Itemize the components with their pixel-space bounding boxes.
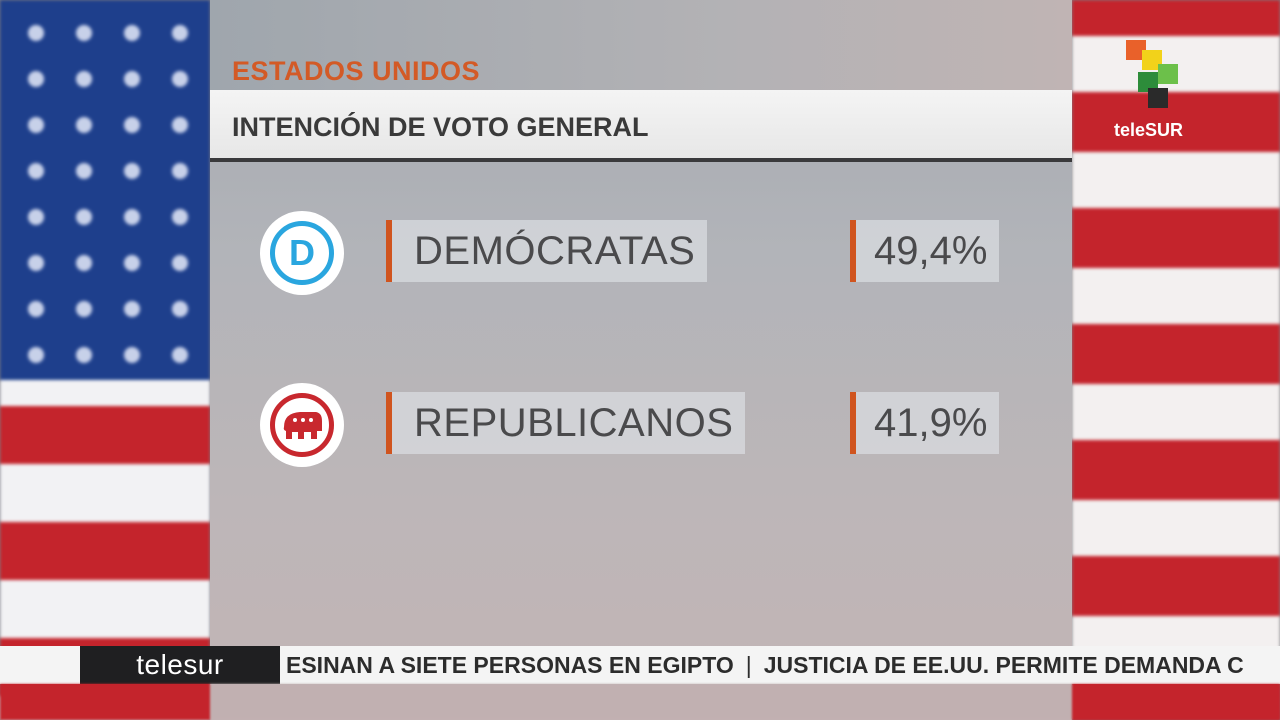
ticker-headline-2: JUSTICIA DE EE.UU. PERMITE DEMANDA C — [763, 652, 1244, 678]
elephant-icon — [283, 412, 322, 439]
flag-canton-stars — [0, 0, 210, 380]
title-bar: INTENCIÓN DE VOTO GENERAL — [210, 90, 1072, 162]
us-flag-left-background — [0, 0, 210, 720]
party-value-republicans: 41,9% — [850, 392, 1000, 454]
democrat-d-icon: D — [270, 221, 334, 285]
bottom-flag-strip — [0, 684, 1280, 720]
party-value-democrats: 49,4% — [850, 220, 1000, 282]
party-name-republicans: REPUBLICANOS — [386, 392, 746, 454]
country-label: ESTADOS UNIDOS — [232, 56, 481, 86]
party-row-republicans: REPUBLICANOS 41,9% — [210, 380, 1072, 470]
telesur-logo-text: teleSUR — [1114, 120, 1184, 140]
republican-logo-icon — [260, 383, 344, 467]
republican-elephant-icon — [270, 393, 334, 457]
poll-panel: ESTADOS UNIDOS INTENCIÓN DE VOTO GENERAL… — [210, 0, 1072, 720]
telesur-logo — [1112, 40, 1198, 140]
ticker-brand-label: telesur — [80, 646, 280, 684]
ticker-headlines: ESINAN A SIETE PERSONAS EN EGIPTO | JUSTIC… — [286, 652, 1280, 679]
democrat-logo-icon: D — [260, 211, 344, 295]
party-row-democrats: D DEMÓCRATAS 49,4% — [210, 208, 1072, 298]
ticker-headline-1: ESINAN A SIETE PERSONAS EN EGIPTO — [286, 652, 734, 678]
us-flag-right-background — [1072, 0, 1280, 720]
panel-header-area — [210, 0, 1072, 90]
poll-title: INTENCIÓN DE VOTO GENERAL — [232, 112, 649, 142]
ticker-separator: | — [745, 652, 752, 678]
party-name-democrats: DEMÓCRATAS — [386, 220, 708, 282]
